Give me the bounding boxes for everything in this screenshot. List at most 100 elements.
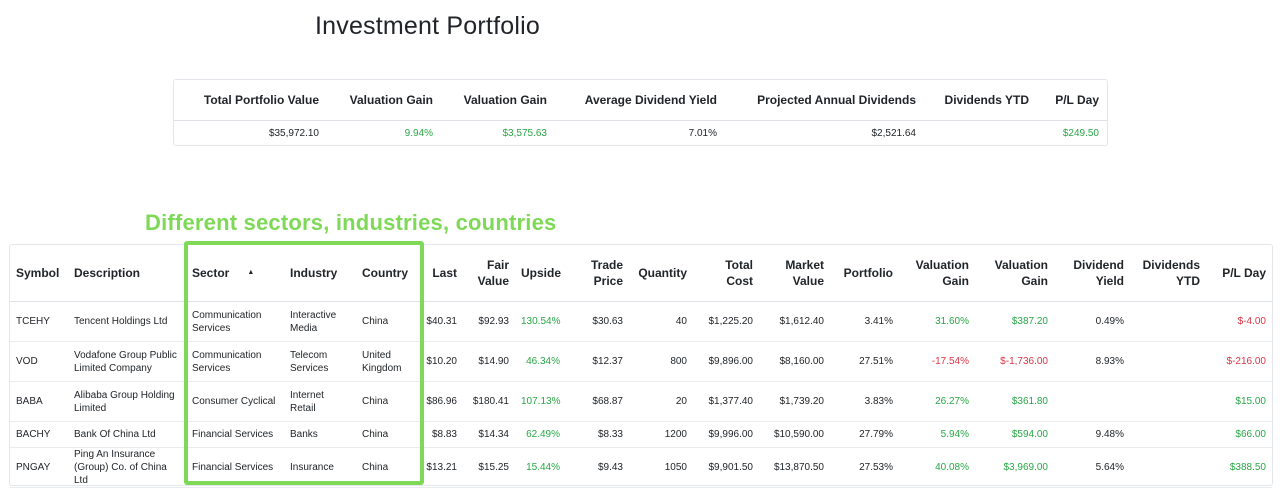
header-symbol[interactable]: Symbol (10, 245, 68, 302)
cell-sector: Communication Services (186, 341, 284, 382)
page-title: Investment Portfolio (315, 12, 540, 40)
cell-dividends-ytd (1130, 421, 1206, 448)
cell-upside: 107.13% (515, 381, 566, 422)
header-valuation-gain-pct[interactable]: Valuation Gain (899, 245, 975, 302)
summary-total-value: $35,972.10 (268, 127, 319, 139)
cell-last: $10.20 (420, 341, 463, 382)
cell-pl-day: $-4.00 (1206, 301, 1272, 342)
header-valuation-gain-amt[interactable]: Valuation Gain (975, 245, 1054, 302)
cell-industry: Insurance (284, 447, 356, 488)
cell-pl-day: $15.00 (1206, 381, 1272, 422)
summary-header-pl-day[interactable]: P/L Day (1037, 80, 1107, 121)
summary-projected-dividends: $2,521.64 (871, 127, 917, 139)
cell-trade-price: $9.43 (566, 447, 629, 488)
cell-industry: Internet Retail (284, 381, 356, 422)
cell-valuation-gain-amt: $361.80 (975, 381, 1054, 422)
cell-dividend-yield (1054, 381, 1130, 422)
cell-dividend-yield: 5.64% (1054, 447, 1130, 488)
cell-description: Ping An Insurance (Group) Co. of China L… (68, 447, 186, 488)
summary-average-dividend-yield: 7.01% (688, 127, 717, 139)
cell-upside: 130.54% (515, 301, 566, 342)
cell-valuation-gain-pct: 40.08% (899, 447, 975, 488)
table-row[interactable]: BACHY Bank Of China Ltd Financial Services… (10, 421, 1272, 448)
table-row[interactable]: BABA Alibaba Group Holding Limited Consume… (10, 381, 1272, 422)
cell-upside: 62.49% (515, 421, 566, 448)
cell-market-value: $13,870.50 (759, 447, 830, 488)
table-row[interactable]: VOD Vodafone Group Public Limited Company… (10, 341, 1272, 382)
cell-trade-price: $8.33 (566, 421, 629, 448)
cell-description: Vodafone Group Public Limited Company (68, 341, 186, 382)
cell-description: Tencent Holdings Ltd (68, 301, 186, 342)
cell-quantity: 800 (629, 341, 693, 382)
cell-quantity: 1200 (629, 421, 693, 448)
cell-trade-price: $12.37 (566, 341, 629, 382)
header-portfolio[interactable]: Portfolio (830, 245, 899, 302)
cell-dividend-yield: 0.49% (1054, 301, 1130, 342)
header-dividend-yield[interactable]: Dividend Yield (1054, 245, 1130, 302)
summary-header-total-value[interactable]: Total Portfolio Value (174, 80, 327, 121)
header-upside[interactable]: Upside (515, 245, 566, 302)
cell-last: $13.21 (420, 447, 463, 488)
cell-dividends-ytd (1130, 381, 1206, 422)
cell-last: $8.83 (420, 421, 463, 448)
summary-header-projected-dividends[interactable]: Projected Annual Dividends (725, 80, 924, 121)
summary-valuation-gain-amt: $3,575.63 (502, 127, 548, 139)
cell-dividends-ytd (1130, 301, 1206, 342)
cell-pl-day: $388.50 (1206, 447, 1272, 488)
table-row[interactable]: PNGAY Ping An Insurance (Group) Co. of Ch… (10, 447, 1272, 488)
cell-last: $40.31 (420, 301, 463, 342)
cell-portfolio: 3.41% (830, 301, 899, 342)
header-quantity[interactable]: Quantity (629, 245, 693, 302)
cell-valuation-gain-pct: 5.94% (899, 421, 975, 448)
summary-pl-day: $249.50 (1062, 127, 1099, 139)
header-dividends-ytd[interactable]: Dividends YTD (1130, 245, 1206, 302)
cell-valuation-gain-amt: $-1,736.00 (975, 341, 1054, 382)
summary-header-valuation-gain-pct[interactable]: Valuation Gain (327, 80, 441, 121)
header-country[interactable]: Country (356, 245, 420, 302)
portfolio-summary-table: Total Portfolio Value Valuation Gain Val… (174, 80, 1107, 145)
cell-symbol: PNGAY (10, 447, 68, 488)
cell-country: China (356, 421, 420, 448)
cell-dividend-yield: 8.93% (1054, 341, 1130, 382)
summary-header-average-dividend-yield[interactable]: Average Dividend Yield (555, 80, 725, 121)
cell-total-cost: $9,896.00 (693, 341, 759, 382)
table-row[interactable]: TCEHY Tencent Holdings Ltd Communication S… (10, 301, 1272, 342)
cell-quantity: 40 (629, 301, 693, 342)
summary-header-valuation-gain-amt[interactable]: Valuation Gain (441, 80, 555, 121)
cell-dividend-yield: 9.48% (1054, 421, 1130, 448)
header-total-cost[interactable]: Total Cost (693, 245, 759, 302)
header-market-value[interactable]: Market Value (759, 245, 830, 302)
cell-symbol: BACHY (10, 421, 68, 448)
header-pl-day[interactable]: P/L Day (1206, 245, 1272, 302)
cell-country: China (356, 381, 420, 422)
cell-upside: 46.34% (515, 341, 566, 382)
header-industry[interactable]: Industry (284, 245, 356, 302)
cell-portfolio: 27.51% (830, 341, 899, 382)
cell-fair-value: $14.90 (463, 341, 515, 382)
summary-header-dividends-ytd[interactable]: Dividends YTD (924, 80, 1037, 121)
portfolio-summary-card: Total Portfolio Value Valuation Gain Val… (173, 79, 1108, 146)
cell-market-value: $10,590.00 (759, 421, 830, 448)
cell-symbol: TCEHY (10, 301, 68, 342)
holdings-body: TCEHY Tencent Holdings Ltd Communication S… (10, 301, 1272, 488)
cell-country: China (356, 301, 420, 342)
header-sector[interactable]: Sector ▲ (186, 245, 284, 302)
holdings-table: Symbol Description Sector ▲ Industry Coun… (10, 245, 1272, 488)
holdings-header-row: Symbol Description Sector ▲ Industry Coun… (10, 245, 1272, 302)
cell-fair-value: $14.34 (463, 421, 515, 448)
header-trade-price[interactable]: Trade Price (566, 245, 629, 302)
cell-sector: Financial Services (186, 421, 284, 448)
cell-pl-day: $66.00 (1206, 421, 1272, 448)
cell-market-value: $1,739.20 (759, 381, 830, 422)
cell-total-cost: $9,901.50 (693, 447, 759, 488)
cell-symbol: BABA (10, 381, 68, 422)
summary-valuation-gain-pct: 9.94% (404, 127, 433, 139)
holdings-card: Symbol Description Sector ▲ Industry Coun… (9, 244, 1273, 488)
header-last[interactable]: Last (420, 245, 463, 302)
cell-sector: Financial Services (186, 447, 284, 488)
header-fair-value[interactable]: Fair Value (463, 245, 515, 302)
cell-description: Alibaba Group Holding Limited (68, 381, 186, 422)
cell-symbol: VOD (10, 341, 68, 382)
header-description[interactable]: Description (68, 245, 186, 302)
cell-portfolio: 27.53% (830, 447, 899, 488)
